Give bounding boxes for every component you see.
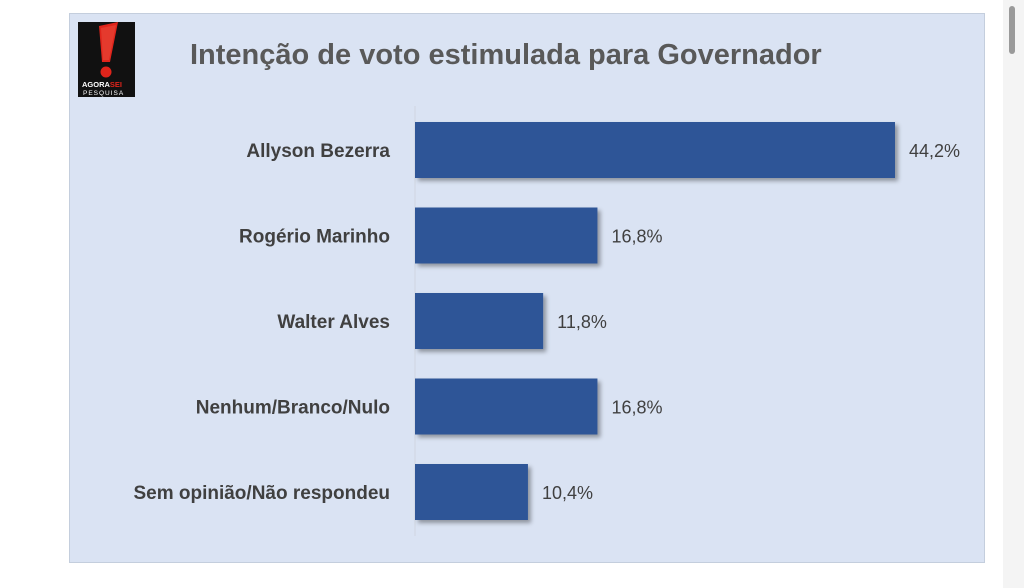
scrollbar-thumb[interactable] <box>1009 6 1015 54</box>
logo-text-agora: AGORA <box>82 80 111 89</box>
bar <box>415 122 895 178</box>
bar-chart: AGORASEI PESQUISA Intenção de voto estim… <box>78 22 960 536</box>
bar <box>415 464 528 520</box>
value-label: 10,4% <box>542 483 593 503</box>
chart-title: Intenção de voto estimulada para Governa… <box>190 39 822 71</box>
logo-text-pesquisa: PESQUISA <box>83 90 124 97</box>
bar <box>415 207 598 264</box>
category-label: Walter Alves <box>277 312 390 333</box>
svg-text:AGORASEI: AGORASEI <box>82 80 122 89</box>
category-label: Rogério Marinho <box>239 227 390 248</box>
category-label: Sem opinião/Não respondeu <box>133 483 390 504</box>
bars-layer: Allyson Bezerra 44,2% Rogério Marinho 16,8%… <box>133 122 960 520</box>
value-label: 16,8% <box>611 227 662 247</box>
value-label: 16,8% <box>611 398 662 418</box>
bar <box>415 293 544 349</box>
exclamation-icon <box>99 22 118 78</box>
chart-card: AGORASEI PESQUISA Intenção de voto estim… <box>69 13 985 563</box>
logo-text-sei: SEI <box>110 80 122 89</box>
agora-sei-logo: AGORASEI PESQUISA <box>78 22 135 97</box>
scrollbar-track[interactable] <box>1003 0 1024 588</box>
bar <box>415 378 598 435</box>
category-label: Nenhum/Branco/Nulo <box>196 398 390 419</box>
value-label: 11,8% <box>557 312 607 332</box>
value-label: 44,2% <box>909 141 960 161</box>
category-label: Allyson Bezerra <box>246 141 390 162</box>
